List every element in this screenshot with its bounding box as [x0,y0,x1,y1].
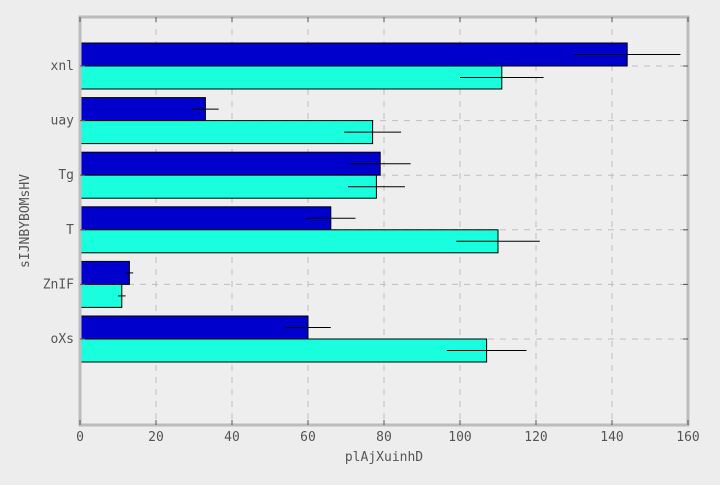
bar-series-2 [79,338,488,363]
bar-series-2 [79,65,503,90]
y-axis-label: sIJNBYBOMsHV [18,174,33,268]
error-bars [118,54,681,351]
bar-series-1 [79,151,381,176]
y-tick-label: ZnIF [43,277,74,292]
x-tick-label: 80 [376,430,392,445]
bar-series-1 [79,260,130,285]
y-tick-label: oXs [51,332,74,347]
y-tick-label: T [66,223,74,238]
bar-series-2 [79,283,123,308]
y-tick-label: uay [51,114,75,129]
x-tick-label: 100 [448,430,471,445]
y-axis-ticks: xnl uay Tg T ZnIF oXs [43,59,688,347]
x-tick-label: 140 [600,430,623,445]
bar-series [79,42,628,363]
x-tick-label: 0 [76,430,84,445]
x-tick-label: 40 [224,430,240,445]
x-tick-label: 160 [676,430,699,445]
x-tick-label: 60 [300,430,316,445]
bar-series-1 [79,97,206,122]
bar-series-1 [79,206,332,231]
x-axis-ticks: 0 20 40 60 80 100 120 140 160 [76,17,700,445]
y-tick-label: xnl [51,59,74,74]
x-tick-label: 120 [524,430,547,445]
bar-series-1 [79,42,628,67]
bar-series-2 [79,229,499,254]
y-tick-label: Tg [58,168,74,183]
x-tick-label: 20 [148,430,164,445]
bar-series-2 [79,120,374,145]
x-axis-label: plAjXuinhD [345,450,423,465]
bar-series-2 [79,174,377,199]
bar-series-1 [79,315,309,340]
